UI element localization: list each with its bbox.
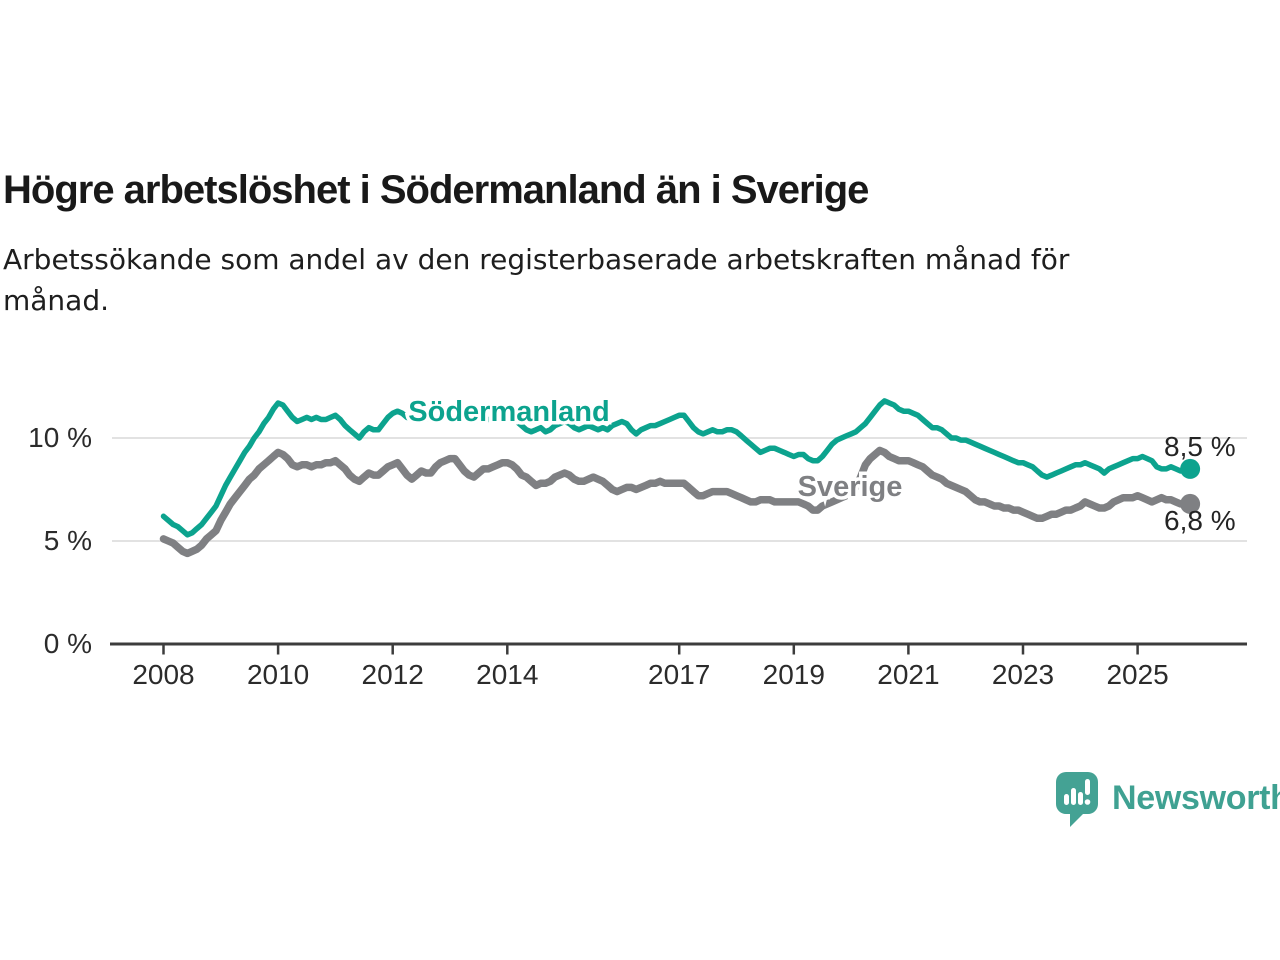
x-axis-label-2014: 2014 bbox=[476, 659, 538, 690]
x-axis-label-2021: 2021 bbox=[877, 659, 939, 690]
bar-3 bbox=[1078, 792, 1083, 805]
series-end-value-sverige: 6,8 % bbox=[1164, 505, 1236, 536]
bar-chart-speech-bubble-icon bbox=[1056, 772, 1098, 827]
series-line-sverige bbox=[159, 446, 1194, 558]
series-end-dot-sverige bbox=[1180, 493, 1201, 514]
bar-2 bbox=[1071, 788, 1076, 805]
unemployment-line-chart: 0 % 5 % 10 % 2008 2010 2012 2014 2017 2019 2021 20… bbox=[28, 393, 1247, 690]
series-label-sverige: Sverige bbox=[798, 471, 903, 503]
exclamation-bar bbox=[1085, 779, 1090, 795]
x-axis-label-2017: 2017 bbox=[648, 659, 710, 690]
bar-1 bbox=[1064, 794, 1069, 805]
exclamation-dot bbox=[1084, 799, 1091, 805]
page-title: Högre arbetslöshet i Södermanland än i S… bbox=[3, 167, 869, 212]
series-end-value-södermanland: 8,5 % bbox=[1164, 431, 1236, 462]
series-end-dot-södermanland bbox=[1180, 458, 1201, 479]
subtitle-line-1: Arbetssökande som andel av den registerb… bbox=[3, 243, 1070, 276]
x-axis-label-2012: 2012 bbox=[362, 659, 424, 690]
y-axis-label-0: 0 % bbox=[44, 628, 92, 659]
chart-subtitle: Arbetssökande som andel av den registerb… bbox=[3, 239, 1069, 321]
x-axis-label-2008: 2008 bbox=[132, 659, 194, 690]
x-axis-label-2010: 2010 bbox=[247, 659, 309, 690]
x-axis-label-2019: 2019 bbox=[763, 659, 825, 690]
y-axis-label-10: 10 % bbox=[28, 422, 92, 453]
series-label-södermanland: Södermanland bbox=[408, 396, 609, 428]
subtitle-line-2: månad. bbox=[3, 284, 110, 317]
y-axis-label-5: 5 % bbox=[44, 525, 92, 556]
speech-bubble-shape bbox=[1056, 772, 1098, 827]
x-axis-label-2023: 2023 bbox=[992, 659, 1054, 690]
newsworthy-logo[interactable]: Newsworthy bbox=[1056, 772, 1280, 828]
brand-name: Newsworthy bbox=[1112, 779, 1280, 817]
x-axis-label-2025: 2025 bbox=[1106, 659, 1168, 690]
series-line-södermanland bbox=[160, 398, 1193, 538]
